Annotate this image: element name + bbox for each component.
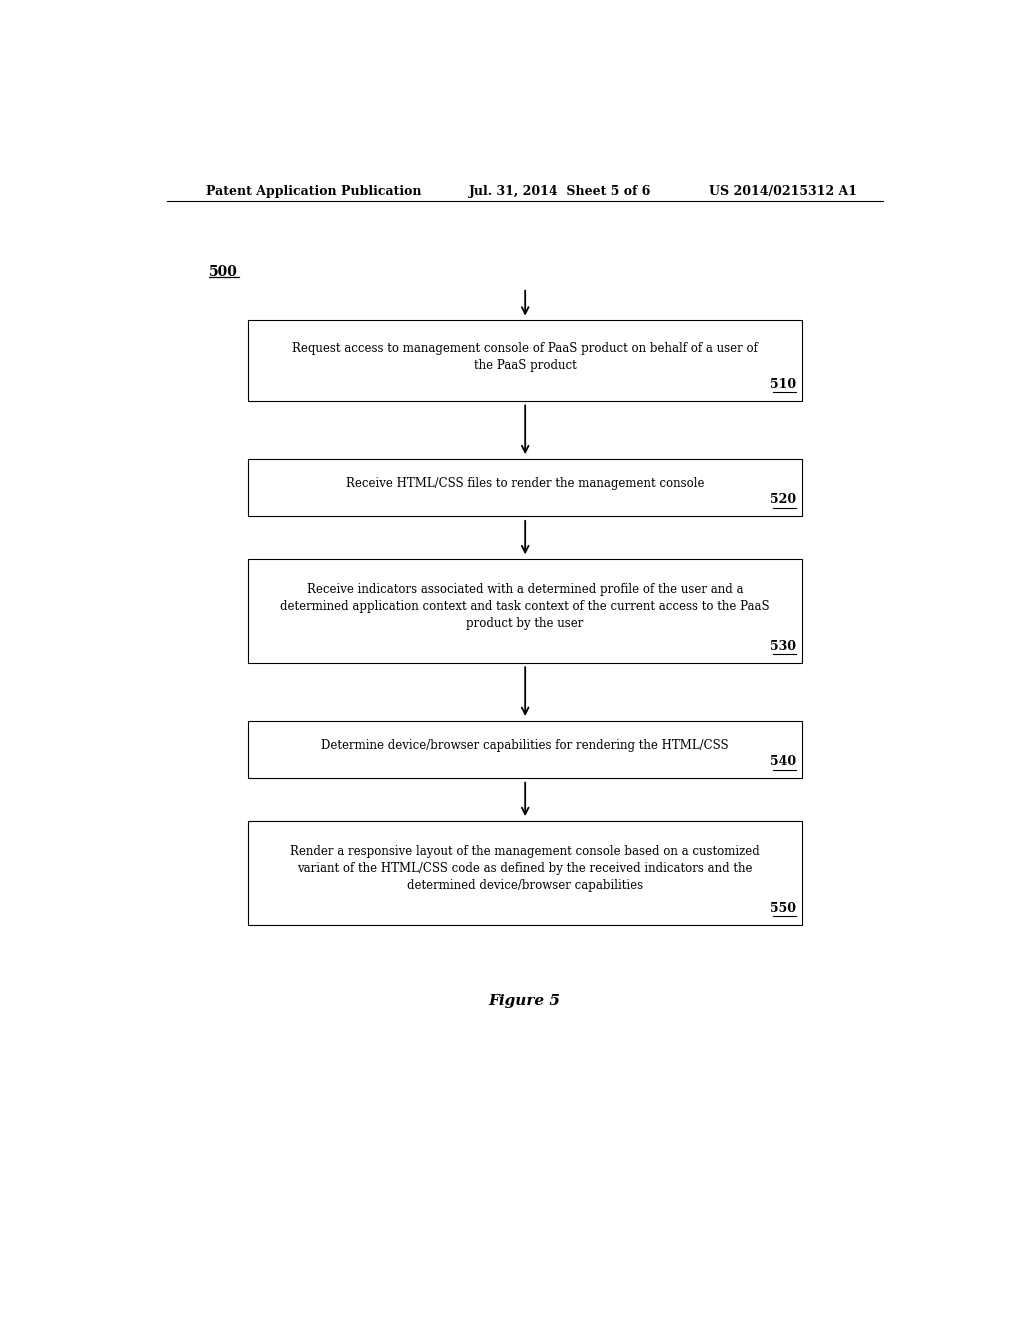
Text: 510: 510 <box>770 378 796 391</box>
Text: Request access to management console of PaaS product on behalf of a user of
the : Request access to management console of … <box>292 342 758 372</box>
Bar <box>248 459 802 516</box>
Text: 540: 540 <box>770 755 796 768</box>
Bar <box>248 721 802 779</box>
Text: Figure 5: Figure 5 <box>488 994 561 1008</box>
Text: Receive indicators associated with a determined profile of the user and a
determ: Receive indicators associated with a det… <box>281 583 770 631</box>
Bar <box>248 558 802 663</box>
Bar <box>248 321 802 401</box>
Text: Jul. 31, 2014  Sheet 5 of 6: Jul. 31, 2014 Sheet 5 of 6 <box>469 185 651 198</box>
Text: 500: 500 <box>209 264 239 279</box>
Text: 550: 550 <box>770 902 796 915</box>
Text: 530: 530 <box>770 640 796 653</box>
Text: Render a responsive layout of the management console based on a customized
varia: Render a responsive layout of the manage… <box>291 845 760 892</box>
Text: Patent Application Publication: Patent Application Publication <box>206 185 421 198</box>
Text: Receive HTML/CSS files to render the management console: Receive HTML/CSS files to render the man… <box>346 478 705 490</box>
Text: 520: 520 <box>770 494 796 507</box>
Text: Determine device/browser capabilities for rendering the HTML/CSS: Determine device/browser capabilities fo… <box>322 739 729 752</box>
Text: US 2014/0215312 A1: US 2014/0215312 A1 <box>710 185 857 198</box>
Bar <box>248 821 802 924</box>
